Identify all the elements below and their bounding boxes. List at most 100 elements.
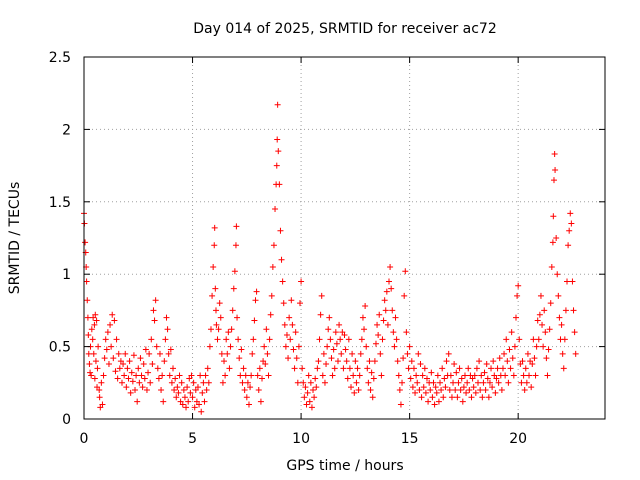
data-point [468, 394, 475, 401]
data-point [257, 398, 264, 405]
data-point [404, 350, 411, 357]
data-point [238, 346, 245, 353]
data-point [133, 372, 140, 379]
data-point [499, 365, 506, 372]
data-point [529, 360, 536, 367]
y-axis-ticks: 0 0.5 1 1.5 2 2.5 [49, 50, 605, 428]
data-point [96, 394, 103, 401]
data-point [541, 307, 548, 314]
data-point [148, 336, 155, 343]
data-point [536, 311, 543, 318]
data-point [103, 346, 110, 353]
data-point [365, 379, 372, 386]
y-tick-label: 1.5 [49, 195, 71, 211]
data-point [122, 350, 129, 357]
data-point [400, 355, 407, 362]
data-point [85, 332, 92, 339]
data-point [418, 394, 425, 401]
data-point [348, 384, 355, 391]
data-point [140, 360, 147, 367]
data-point [568, 220, 575, 227]
data-point [324, 343, 331, 350]
x-tick-label: 0 [80, 431, 89, 447]
data-point [359, 314, 366, 321]
data-point [422, 389, 429, 396]
data-point [439, 365, 446, 372]
data-point [141, 375, 148, 382]
data-point [401, 292, 408, 299]
data-point [325, 326, 332, 333]
data-point [393, 336, 400, 343]
data-point [254, 372, 261, 379]
data-point [455, 379, 462, 386]
data-point [383, 288, 390, 295]
data-point [528, 384, 535, 391]
data-point [166, 372, 173, 379]
data-point [399, 379, 406, 386]
data-point [476, 358, 483, 365]
data-point [292, 329, 299, 336]
data-point [96, 387, 103, 394]
data-point [295, 343, 302, 350]
data-point [301, 394, 308, 401]
data-point [417, 360, 424, 367]
data-point [412, 389, 419, 396]
data-point [452, 387, 459, 394]
data-point [275, 148, 282, 155]
data-point [530, 336, 537, 343]
data-point [501, 350, 508, 357]
data-point [323, 360, 330, 367]
data-point [540, 343, 547, 350]
data-point [445, 350, 452, 357]
y-tick-label: 1 [62, 267, 71, 283]
data-point [287, 336, 294, 343]
data-point [268, 292, 275, 299]
data-point [212, 285, 219, 292]
data-point [247, 384, 254, 391]
data-point [428, 369, 435, 376]
data-point [90, 350, 97, 357]
data-point [343, 358, 350, 365]
data-point [270, 242, 277, 249]
data-point [450, 379, 457, 386]
data-point [388, 285, 395, 292]
data-point [228, 326, 235, 333]
data-point [276, 181, 283, 188]
data-point [184, 384, 191, 391]
data-point [153, 343, 160, 350]
data-point [496, 355, 503, 362]
data-point [123, 384, 130, 391]
data-point [114, 375, 121, 382]
data-point [423, 375, 430, 382]
data-point [562, 307, 569, 314]
data-point [289, 321, 296, 328]
data-point [494, 365, 501, 372]
data-point [351, 389, 358, 396]
data-point [486, 379, 493, 386]
data-point [116, 365, 123, 372]
data-point [374, 321, 381, 328]
data-point [515, 282, 522, 289]
data-point [235, 336, 242, 343]
data-point [179, 401, 186, 408]
data-point [362, 303, 369, 310]
data-point [446, 387, 453, 394]
data-point [285, 355, 292, 362]
data-point [488, 365, 495, 372]
data-point [370, 375, 377, 382]
data-point [211, 242, 218, 249]
data-point [319, 372, 326, 379]
data-point [249, 350, 256, 357]
data-point [113, 336, 120, 343]
data-point [163, 314, 170, 321]
data-point [152, 297, 159, 304]
data-point [290, 346, 297, 353]
data-point [244, 379, 251, 386]
data-point [403, 329, 410, 336]
data-point [321, 379, 328, 386]
data-point [466, 387, 473, 394]
data-point [448, 394, 455, 401]
data-point [447, 372, 454, 379]
data-point [170, 365, 177, 372]
data-point [485, 394, 492, 401]
